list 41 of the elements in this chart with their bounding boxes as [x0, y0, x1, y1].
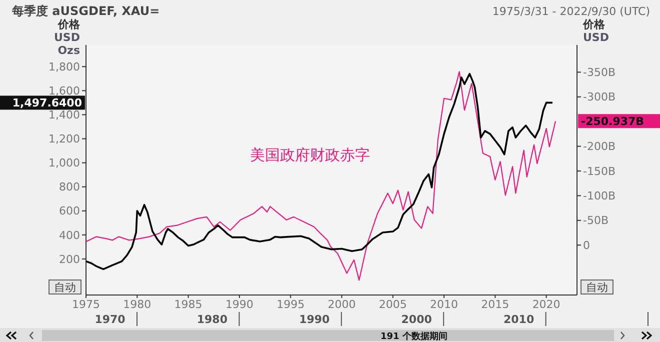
x-tick-label: 1975	[72, 298, 100, 311]
y-tick-label: 1,800	[48, 60, 80, 74]
x-tick-label: 2015	[481, 298, 510, 311]
text: 2010	[503, 313, 534, 326]
y-tick-label: 1,600	[48, 84, 80, 98]
y-tick-label: 1,200	[48, 132, 80, 146]
text: 1980	[196, 313, 228, 326]
y-tick-label: 600	[59, 204, 80, 218]
text: 自动	[54, 281, 76, 294]
y-tick-label: 200	[59, 252, 80, 266]
y2-tick-label: -300B	[583, 90, 616, 104]
x-tick-label: 2005	[378, 298, 407, 311]
y2-tick-label: -100B	[583, 190, 616, 203]
text: 自动	[586, 281, 608, 294]
y2-tick-label: -50B	[583, 214, 609, 228]
x-tick-label: 1995	[276, 298, 305, 311]
x-tick-label: 2000	[328, 298, 356, 311]
y-tick-label: 1,000	[48, 156, 80, 170]
text: 1990	[299, 313, 330, 326]
text: 1,497.6400	[12, 96, 82, 110]
y2-tick-label: -350B	[583, 66, 616, 80]
x-tick-label: 1980	[123, 298, 152, 311]
text: -250.937B	[581, 114, 644, 128]
x-tick-label: 2020	[532, 298, 560, 311]
x-tick-label: 2010	[430, 298, 458, 311]
text: 1970	[94, 313, 126, 326]
y-tick-label: 800	[59, 180, 80, 194]
chart-subtitle: 1975/3/31 - 2022/9/30 (UTC)	[492, 5, 650, 18]
y2-tick-label: -200B	[583, 140, 616, 154]
x-tick-label: 1985	[174, 298, 202, 311]
y2-tick-label: 0	[583, 238, 590, 252]
text: 191 个数据期间	[380, 331, 448, 342]
chart-title: 每季度 aUSGDEF, XAU=	[11, 4, 160, 18]
annotation: 美国政府财政赤字	[250, 146, 370, 164]
y-tick-label: 400	[59, 228, 80, 242]
y2-tick-label: -150B	[583, 164, 616, 178]
y-axis-title: 价格 USD Ozs	[54, 18, 81, 57]
text: 2000	[401, 313, 432, 326]
y2-axis-title: 价格 USD	[582, 18, 609, 44]
x-tick-label: 1990	[225, 298, 254, 311]
y-tick-label: 1,400	[48, 108, 80, 122]
